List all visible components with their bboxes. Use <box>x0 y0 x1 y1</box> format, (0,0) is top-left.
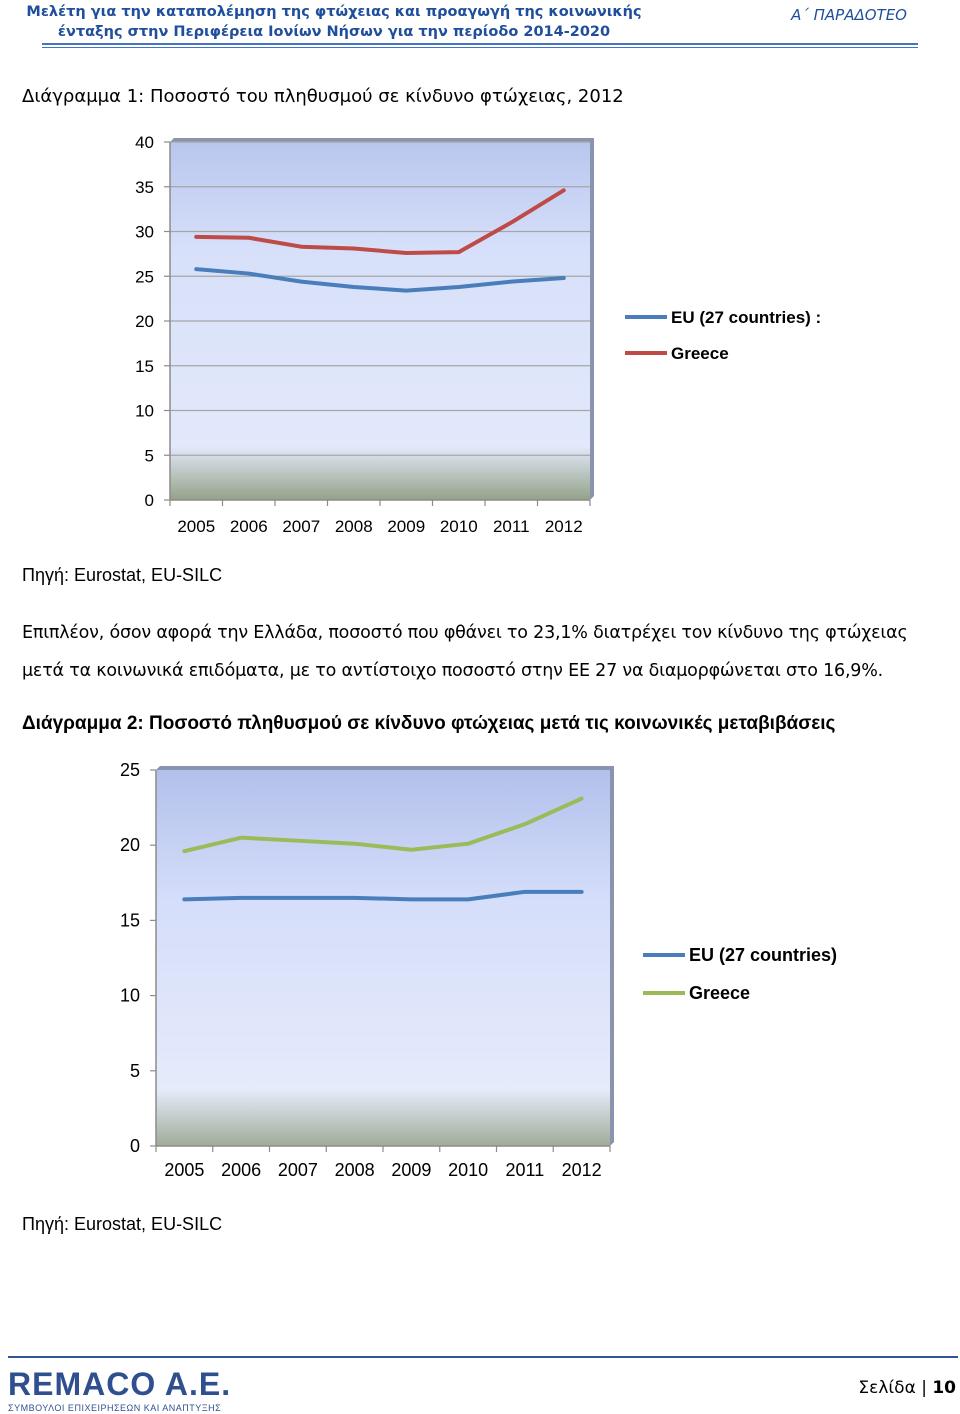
paragraph-line-2: μετά τα κοινωνικά επιδόματα, με το αντίσ… <box>22 661 884 681</box>
chart2-y-tick-label: 15 <box>120 910 140 930</box>
header-title-line-2: ένταξης στην Περιφέρεια Ιονίων Νήσων για… <box>57 24 611 40</box>
chart1-series-2-point <box>248 237 250 239</box>
chart1-series-2-point <box>510 222 512 224</box>
chart1-series-1-point <box>353 286 355 288</box>
chart1-caption: Διάγραμμα 1: Ποσοστό του πληθυσμού σε κί… <box>22 86 624 107</box>
chart1-series-1-point <box>300 281 302 283</box>
header-divider-thin <box>42 47 918 48</box>
chart2-x-tick-label: 2012 <box>562 1160 602 1180</box>
company-logo: REMACO A.E. ΣΥΜΒΟΥΛΟΙ ΕΠΙΧΕΙΡΗΣΕΩΝ ΚΑΙ Α… <box>8 1366 231 1413</box>
chart1-series-2-point <box>563 189 565 191</box>
chart2-series-2-point <box>467 843 469 845</box>
body-paragraph: Επιπλέον, όσον αφορά την Ελλάδα, ποσοστό… <box>22 614 942 690</box>
chart1-series-1-point <box>195 268 197 270</box>
chart1-x-tick-label: 2010 <box>440 517 478 536</box>
chart2-series-1-point <box>410 898 412 900</box>
chart1-y-tick-label: 5 <box>145 446 154 465</box>
header-title-line-1: Μελέτη για την καταπολέμηση της φτώχειας… <box>26 4 642 20</box>
chart2-series-1-point <box>354 897 356 899</box>
chart1-legend-label-1: EU (27 countries) : <box>671 308 821 327</box>
chart2-series-2-point <box>410 849 412 851</box>
chart2-series-1-point <box>467 898 469 900</box>
chart2-series-1-point <box>183 898 185 900</box>
chart1-series-2-point <box>353 248 355 250</box>
chart1-y-tick-label: 25 <box>135 267 154 286</box>
chart2-x-tick-label: 2011 <box>506 1160 545 1180</box>
chart2-series-1-point <box>524 891 526 893</box>
chart2-x-tick-label: 2009 <box>391 1160 431 1180</box>
chart2-y-tick-label: 20 <box>120 835 140 855</box>
chart1-series-2-point <box>300 246 302 248</box>
chart1-y-tick-label: 10 <box>135 402 154 421</box>
footer-divider <box>8 1356 958 1358</box>
chart1-y-tick-label: 15 <box>135 357 154 376</box>
chart2-plot-area <box>156 770 610 1146</box>
chart1-series-line-2 <box>194 188 566 255</box>
chart2-series-2-point <box>581 798 583 800</box>
chart1: 0 5 10 15 20 25 30 35 40 2005 2006 2007 2008 2009 2010… <box>135 133 821 536</box>
chart2-series-2-point <box>297 840 299 842</box>
chart1-series-2-point <box>405 252 407 254</box>
chart2-y-tick-label: 0 <box>130 1136 140 1156</box>
chart2: 0 5 10 15 20 25 2005 2006 2007 2008 2009 2010 2011 20… <box>120 760 837 1180</box>
chart1-y-tick-label: 0 <box>145 491 154 510</box>
chart2-x-tick-label: 2005 <box>164 1160 204 1180</box>
page-number-value: 10 <box>932 1378 956 1398</box>
chart1-y-tick-label: 20 <box>135 312 154 331</box>
chart1-legend-label-2: Greece <box>671 344 729 363</box>
chart2-y-tick-label: 5 <box>130 1061 140 1081</box>
chart2-series-1-point <box>297 897 299 899</box>
chart1-series-2-point <box>458 251 460 253</box>
page-label: Σελίδα <box>858 1378 916 1398</box>
chart1-series-1-point <box>510 281 512 283</box>
chart1-y-tick-label: 40 <box>135 133 154 152</box>
chart1-series-1-point <box>563 277 565 279</box>
page-number: Σελίδα | 10 <box>858 1378 956 1398</box>
chart1-series-1-point <box>248 273 250 275</box>
chart1-x-tick-label: 2009 <box>387 517 425 536</box>
chart2-x-tick-label: 2010 <box>448 1160 488 1180</box>
chart2-y-tick-label: 25 <box>120 760 140 780</box>
chart2-legend-label-1: EU (27 countries) <box>689 945 837 965</box>
chart2-x-tick-label: 2006 <box>221 1160 261 1180</box>
chart1-x-tick-label: 2007 <box>282 517 320 536</box>
chart2-series-2-point <box>524 823 526 825</box>
chart2-series-2-point <box>240 837 242 839</box>
chart2-source: Πηγή: Eurostat, EU-SILC <box>22 1214 223 1234</box>
chart1-y-tick-label: 35 <box>135 178 154 197</box>
chart1-y-tick-label: 30 <box>135 223 154 242</box>
chart1-series-2-point <box>195 236 197 238</box>
chart1-x-tick-label: 2008 <box>335 517 373 536</box>
header-divider <box>42 43 918 45</box>
chart1-series-line-1 <box>194 267 566 293</box>
logo-subtitle: ΣΥΜΒΟΥΛΟΙ ΕΠΙΧΕΙΡΗΣΕΩΝ ΚΑΙ ΑΝΑΠΤΥΞΗΣ <box>8 1403 222 1413</box>
chart2-series-2-point <box>354 843 356 845</box>
chart2-series-2-point <box>183 850 185 852</box>
chart2-series-1-point <box>581 891 583 893</box>
chart2-series-line-2 <box>182 796 584 854</box>
chart1-source: Πηγή: Eurostat, EU-SILC <box>22 565 223 585</box>
chart2-x-tick-label: 2008 <box>335 1160 375 1180</box>
chart2-x-tick-label: 2007 <box>278 1160 318 1180</box>
document-header-title: Μελέτη για την καταπολέμηση της φτώχειας… <box>0 2 668 42</box>
chart2-series-line-1 <box>182 889 584 902</box>
chart2-series-1-point <box>240 897 242 899</box>
chart1-x-tick-label: 2012 <box>545 517 583 536</box>
paragraph-line-1: Επιπλέον, όσον αφορά την Ελλάδα, ποσοστό… <box>22 623 908 643</box>
chart2-y-tick-label: 10 <box>120 986 140 1006</box>
chart1-x-tick-label: 2005 <box>177 517 215 536</box>
chart2-caption: Διάγραμμα 2: Ποσοστό πληθυσμού σε κίνδυν… <box>22 713 836 734</box>
chart1-x-tick-label: 2006 <box>230 517 268 536</box>
chart1-x-tick-label: 2011 <box>493 517 530 536</box>
logo-text: REMACO A.E. <box>8 1366 232 1402</box>
chart1-series-1-point <box>458 286 460 288</box>
chart2-legend-label-2: Greece <box>689 983 750 1003</box>
deliverable-label: Α΄ ΠΑΡΑΔΟΤΕΟ <box>791 6 907 24</box>
chart1-series-1-point <box>405 290 407 292</box>
